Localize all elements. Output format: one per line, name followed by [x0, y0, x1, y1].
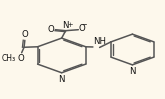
Text: CH₃: CH₃	[2, 54, 16, 63]
Text: O: O	[22, 30, 29, 39]
Text: N: N	[129, 67, 136, 76]
Text: −: −	[82, 21, 87, 28]
Text: O: O	[18, 54, 25, 63]
Text: NH: NH	[93, 38, 106, 47]
Text: +: +	[68, 22, 73, 28]
Text: O: O	[79, 24, 86, 33]
Text: N: N	[62, 21, 69, 30]
Text: N: N	[58, 75, 65, 84]
Text: O: O	[48, 25, 54, 34]
